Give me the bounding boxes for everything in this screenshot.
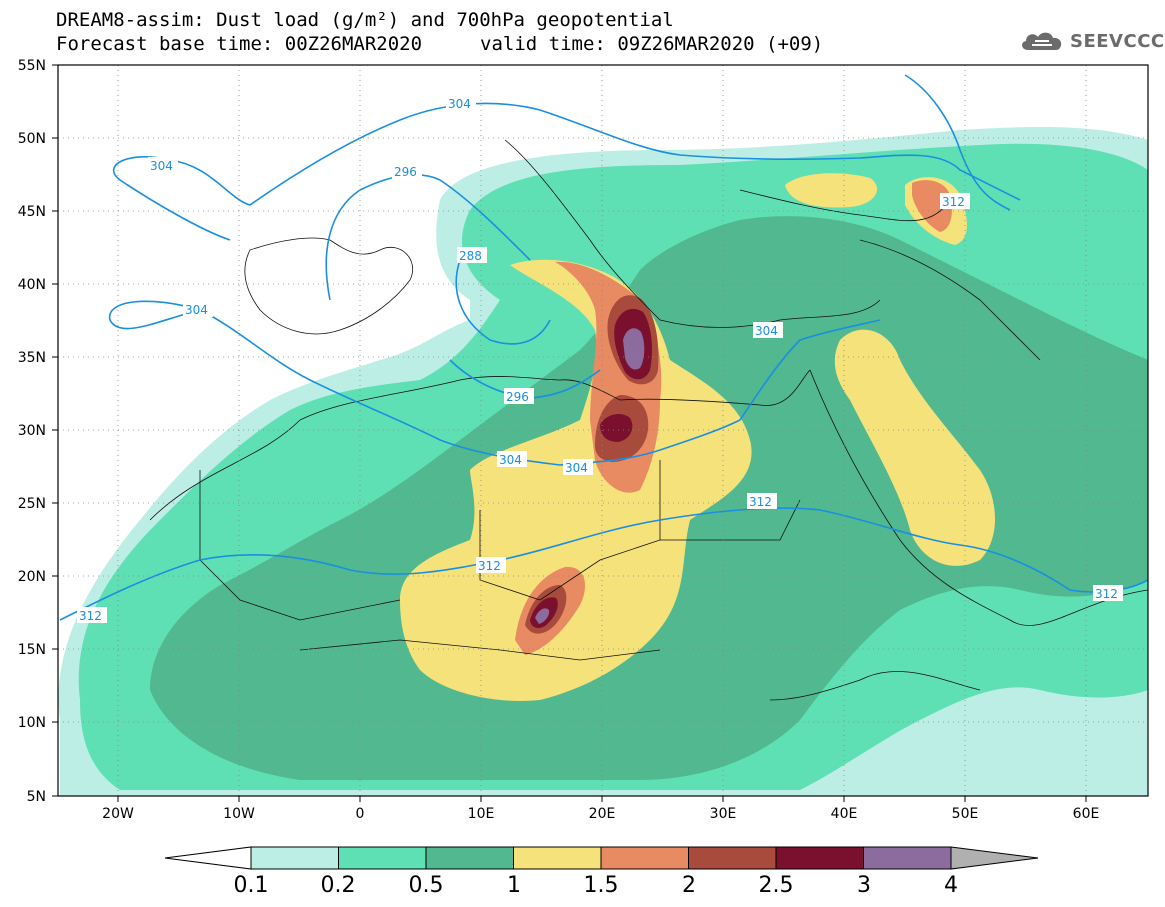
lat-label: 35N [18, 350, 46, 366]
seevccc-logo: SEEVCCC [1018, 26, 1165, 56]
lon-label: 50E [952, 806, 979, 822]
time-info: Forecast base time: 00Z26MAR2020 valid ti… [56, 34, 823, 54]
colorbar-segment [863, 846, 952, 870]
contour-304-east [904, 74, 1011, 211]
lat-label: 50N [18, 131, 46, 147]
lon-label: 10W [223, 806, 255, 822]
contour-label: 304 [755, 324, 778, 338]
dust-band-6c [600, 414, 633, 442]
contour-label: 304 [150, 159, 173, 173]
colorbar-arrow-high [950, 846, 1039, 870]
contour-label: 296 [394, 165, 417, 179]
longitude-labels: 20W 10W 0 10E 20E 30E 40E 50E 60E [102, 806, 1099, 822]
contour-labels: 304 304 296 288 304 296 304 304 312 312 … [77, 95, 1123, 623]
map-title: DREAM8-assim: Dust load (g/m²) and 700hP… [56, 9, 674, 31]
contour-304-west [109, 300, 741, 466]
lat-label: 5N [27, 789, 46, 805]
lon-label: 10E [468, 806, 495, 822]
colorbar-segment [775, 846, 864, 870]
contour-label: 304 [185, 303, 208, 317]
latitude-axis [52, 64, 58, 797]
lat-label: 40N [18, 277, 46, 293]
lat-label: 25N [18, 496, 46, 512]
lat-label: 45N [18, 204, 46, 220]
lon-label: 20E [589, 806, 616, 822]
contour-label: 296 [506, 390, 529, 404]
lat-lon-grid [58, 65, 1148, 796]
lat-label: 55N [18, 58, 46, 74]
contour-label: 304 [499, 453, 522, 467]
colorbar-label: 0.1 [233, 873, 269, 898]
colorbar-label: 0.5 [408, 873, 444, 898]
contour-label: 312 [1095, 587, 1118, 601]
dust-band-3b [834, 329, 995, 566]
colorbar-arrow-low [164, 846, 252, 870]
lat-label: 30N [18, 423, 46, 439]
dust-band-7 [623, 328, 645, 370]
cloud-icon [1022, 32, 1062, 50]
lon-label: 20W [102, 806, 134, 822]
lat-label: 15N [18, 642, 46, 658]
contour-label: 304 [565, 461, 588, 475]
dust-band-3 [400, 259, 752, 701]
contour-label: 312 [942, 195, 965, 209]
dust-band-7b [535, 608, 550, 624]
colorbar-segment [513, 846, 602, 870]
colorbar-label: 2.5 [758, 873, 794, 898]
lon-label: 40E [831, 806, 858, 822]
colorbar-segment [250, 846, 339, 870]
contour-label: 312 [478, 559, 501, 573]
colorbar-segment [338, 846, 427, 870]
contour-304-mid [739, 319, 881, 421]
lon-label: 0 [356, 806, 365, 822]
colorbar-label: 1 [507, 873, 521, 898]
lat-label: 20N [18, 569, 46, 585]
contour-label: 304 [448, 97, 471, 111]
contour-312-south [59, 507, 1148, 621]
base-time-label: Forecast base time: 00Z26MAR2020 [56, 33, 423, 55]
longitude-axis [117, 796, 1087, 802]
contour-label: 312 [79, 609, 102, 623]
colorbar-segment [688, 846, 777, 870]
logo-text: SEEVCCC [1070, 30, 1165, 52]
colorbar-label: 3 [857, 873, 871, 898]
contour-288 [455, 259, 551, 345]
contour-label: 288 [459, 249, 482, 263]
lat-label: 10N [18, 715, 46, 731]
contour-label: 312 [749, 495, 772, 509]
latitude-labels: 55N 50N 45N 40N 35N 30N 25N 20N 15N 10N … [18, 58, 46, 805]
colorbar-label: 0.2 [320, 873, 356, 898]
lon-label: 30E [710, 806, 737, 822]
lon-label: 60E [1073, 806, 1100, 822]
colorbar-label: 1.5 [583, 873, 619, 898]
colorbar-label: 2 [682, 873, 696, 898]
colorbar [164, 846, 1039, 870]
colorbar-label: 4 [944, 873, 958, 898]
colorbar-segment [600, 846, 689, 870]
colorbar-segment [425, 846, 514, 870]
valid-time-label: valid time: 09Z26MAR2020 (+09) [480, 33, 824, 55]
dust-band-3c [785, 173, 878, 208]
